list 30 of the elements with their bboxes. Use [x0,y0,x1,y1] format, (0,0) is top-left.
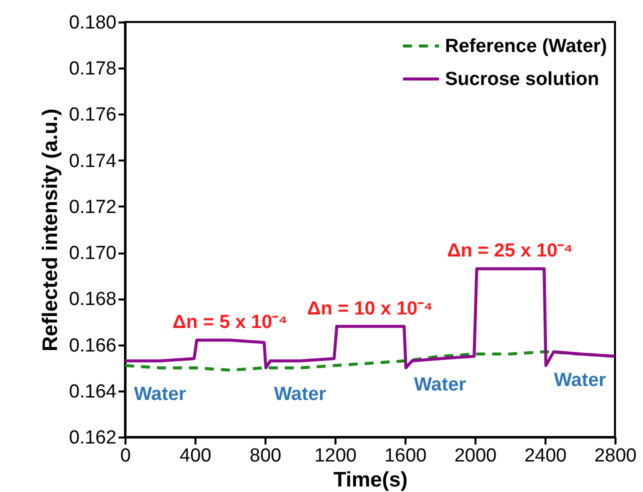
y-tick-label: 0.176 [68,104,116,126]
legend-label: Sucrose solution [445,69,600,90]
y-tick-label: 0.162 [68,428,116,448]
annotation: Δn = 25 x 10⁻⁴ [447,240,573,262]
x-tick-label: 0 [120,446,131,466]
y-tick-label: 0.180 [68,12,116,34]
y-tick-label: 0.174 [68,150,117,172]
x-tick-label: 1200 [314,446,357,466]
x-tick-label: 2400 [524,446,567,466]
y-tick-label: 0.168 [68,289,116,310]
y-tick-label: 0.172 [68,196,116,218]
annotation: Water [554,370,607,391]
annotation: Water [134,384,187,405]
y-tick-label: 0.166 [68,335,116,356]
x-axis-title: Time(s) [333,468,408,492]
annotation: Δn = 10 x 10⁻⁴ [307,298,433,320]
annotation: Δn = 5 x 10⁻⁴ [172,312,288,334]
x-tick-label: 2000 [454,446,497,466]
x-tick-label: 800 [250,446,282,466]
x-tick-label: 400 [180,446,212,466]
annotation: Water [414,374,467,396]
y-axis-title: Reflected intensity (a.u.) [38,108,62,352]
y-tick-label: 0.164 [68,381,117,402]
x-tick-label: 2800 [594,446,637,466]
x-tick-label: 1600 [384,446,427,466]
annotation: Water [274,384,327,405]
y-tick-label: 0.178 [68,58,116,80]
line-series [124,267,616,370]
legend-label: Reference (Water) [445,36,607,57]
y-tick-label: 0.170 [68,243,116,264]
